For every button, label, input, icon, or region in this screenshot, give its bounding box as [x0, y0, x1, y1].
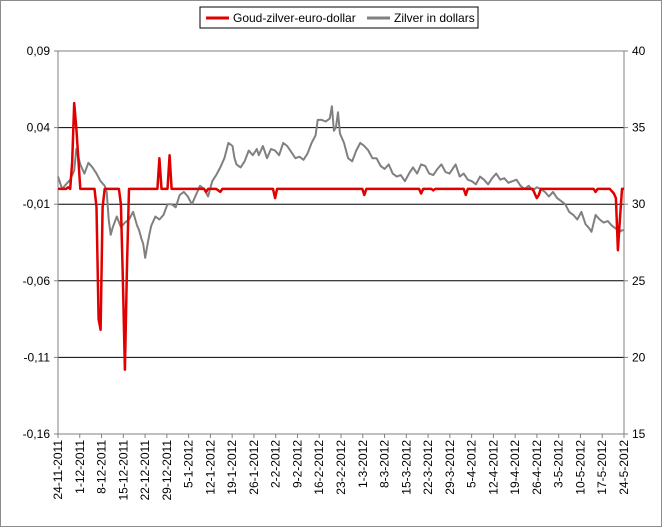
x-axis-tick-label: 8-12-2011: [95, 440, 109, 494]
x-axis-tick-label: 26-1-2012: [247, 440, 261, 495]
x-axis-tick-label: 19-1-2012: [225, 440, 239, 495]
legend-box: [199, 6, 479, 29]
gridlines: [58, 127, 624, 358]
x-axis-tick-label: 24-5-2012: [617, 440, 631, 495]
x-axis-tick-label: 22-3-2012: [421, 440, 435, 495]
x-axis-tick-label: 1-12-2011: [73, 440, 87, 494]
right-axis-tick-label: 15: [632, 427, 646, 441]
legend-label-gold: Goud-zilver-euro-dollar: [233, 11, 356, 25]
x-axis-tick-label: 5-4-2012: [465, 440, 479, 488]
x-axis-tick-label: 9-2-2012: [290, 440, 304, 488]
left-axis-tick-label: 0,04: [27, 121, 51, 135]
left-y-axis: 0,09 0,04 -0,01 -0,06 -0,11 -0,16: [23, 44, 58, 441]
x-axis-tick-label: 23-2-2012: [334, 440, 348, 495]
left-axis-tick-label: -0,06: [23, 274, 51, 288]
left-axis-tick-label: 0,09: [27, 44, 51, 58]
x-axis-tick-label: 17-5-2012: [595, 440, 609, 495]
x-axis-tick-label: 2-2-2012: [269, 440, 283, 488]
right-axis-tick-label: 35: [632, 121, 646, 135]
left-axis-tick-label: -0,01: [23, 197, 51, 211]
x-axis-tick-label: 1-3-2012: [356, 440, 370, 488]
x-axis-tick-label: 19-4-2012: [508, 440, 522, 495]
x-axis-tick-label: 12-1-2012: [203, 440, 217, 495]
x-axis-tick-label: 3-5-2012: [552, 440, 566, 488]
x-axis-tick-label: 15-12-2011: [116, 440, 130, 501]
legend: Goud-zilver-euro-dollar Zilver in dollar…: [199, 6, 479, 29]
right-axis-tick-label: 20: [632, 350, 646, 364]
right-axis-tick-label: 25: [632, 274, 646, 288]
series-line-gold: [58, 101, 624, 371]
right-axis-tick-label: 40: [632, 44, 646, 58]
x-axis-tick-label: 26-4-2012: [530, 440, 544, 495]
left-axis-tick-label: -0,16: [23, 427, 51, 441]
x-axis-tick-label: 12-4-2012: [486, 440, 500, 495]
x-axis-tick-label: 8-3-2012: [378, 440, 392, 488]
right-y-axis: 40 35 30 25 20 15: [624, 44, 646, 441]
x-axis-tick-label: 24-11-2011: [51, 440, 65, 500]
x-axis: 24-11-2011 1-12-2011 8-12-2011 15-12-2011 22…: [51, 434, 631, 501]
x-axis-tick-label: 16-2-2012: [312, 440, 326, 495]
right-axis-tick-label: 30: [632, 197, 646, 211]
legend-label-silver: Zilver in dollars: [394, 11, 475, 25]
x-axis-tick-label: 5-1-2012: [182, 440, 196, 488]
x-axis-tick-label: 22-12-2011: [138, 440, 152, 501]
x-axis-tick-label: 15-3-2012: [399, 440, 413, 495]
series-layer: [57, 101, 624, 371]
x-axis-tick-label: 10-5-2012: [573, 440, 587, 495]
left-axis-tick-label: -0,11: [24, 350, 51, 364]
x-axis-tick-label: 29-3-2012: [443, 440, 457, 495]
series-line-silver: [57, 105, 624, 259]
x-axis-tick-label: 29-12-2011: [160, 440, 174, 501]
